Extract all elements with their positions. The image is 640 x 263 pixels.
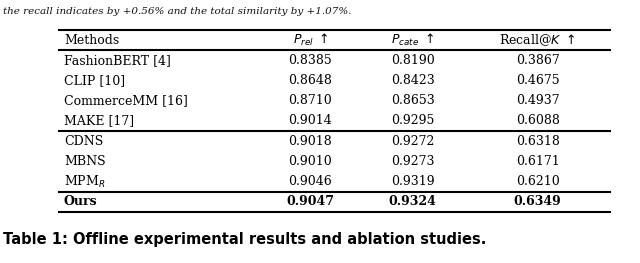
Text: CDNS: CDNS — [64, 135, 103, 148]
Text: 0.9273: 0.9273 — [391, 155, 435, 168]
Text: CLIP [10]: CLIP [10] — [64, 74, 125, 87]
Text: 0.6088: 0.6088 — [516, 114, 559, 128]
Text: 0.9046: 0.9046 — [289, 175, 332, 188]
Text: FashionBERT [4]: FashionBERT [4] — [64, 54, 171, 67]
Text: $P_{rel}$ $\uparrow$: $P_{rel}$ $\uparrow$ — [292, 32, 328, 48]
Text: 0.4675: 0.4675 — [516, 74, 559, 87]
Text: Ours: Ours — [64, 195, 98, 208]
Text: 0.6349: 0.6349 — [514, 195, 561, 208]
Text: Recall@$K$ $\uparrow$: Recall@$K$ $\uparrow$ — [499, 32, 576, 48]
Text: the recall indicates by +0.56% and the total similarity by +1.07%.: the recall indicates by +0.56% and the t… — [3, 7, 352, 16]
Text: 0.8648: 0.8648 — [289, 74, 332, 87]
Text: 0.8653: 0.8653 — [391, 94, 435, 107]
Text: Methods: Methods — [64, 34, 119, 47]
Text: 0.9272: 0.9272 — [391, 135, 435, 148]
Text: Table 1: Offline experimental results and ablation studies.: Table 1: Offline experimental results an… — [3, 232, 486, 247]
Text: 0.6171: 0.6171 — [516, 155, 559, 168]
Text: MPM$_R$: MPM$_R$ — [64, 173, 106, 190]
Text: 0.6318: 0.6318 — [516, 135, 559, 148]
Text: 0.9047: 0.9047 — [287, 195, 334, 208]
Text: 0.9014: 0.9014 — [289, 114, 332, 128]
Text: 0.9010: 0.9010 — [289, 155, 332, 168]
Text: 0.8190: 0.8190 — [391, 54, 435, 67]
Text: 0.9018: 0.9018 — [289, 135, 332, 148]
Text: 0.8385: 0.8385 — [289, 54, 332, 67]
Text: 0.9295: 0.9295 — [391, 114, 435, 128]
Text: MAKE [17]: MAKE [17] — [64, 114, 134, 128]
Text: 0.8423: 0.8423 — [391, 74, 435, 87]
Text: 0.4937: 0.4937 — [516, 94, 559, 107]
Text: $P_{cate}$ $\uparrow$: $P_{cate}$ $\uparrow$ — [391, 32, 435, 48]
Text: 0.3867: 0.3867 — [516, 54, 559, 67]
Text: MBNS: MBNS — [64, 155, 106, 168]
Text: CommerceMM [16]: CommerceMM [16] — [64, 94, 188, 107]
Text: 0.9319: 0.9319 — [391, 175, 435, 188]
Text: 0.6210: 0.6210 — [516, 175, 559, 188]
Text: 0.9324: 0.9324 — [389, 195, 436, 208]
Text: 0.8710: 0.8710 — [289, 94, 332, 107]
